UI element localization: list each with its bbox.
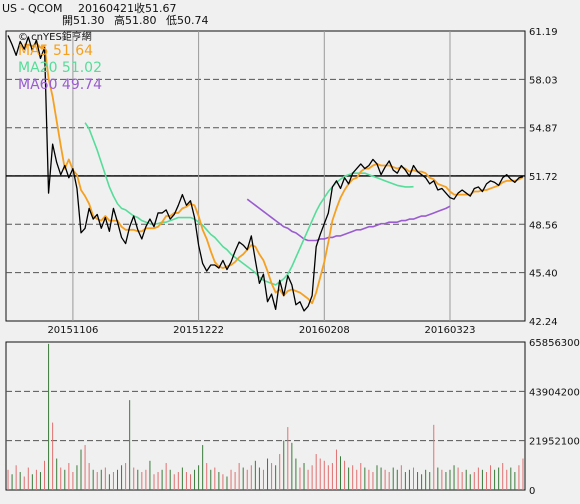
ma5-line — [24, 42, 524, 305]
date-axis: 20151106 20151222 20160208 20160323 — [47, 325, 475, 336]
price-tick-label: 48.56 — [529, 220, 558, 231]
volume-axis: 65856300 43904200 21952100 0 — [529, 338, 580, 497]
price-tick-label: 42.24 — [529, 317, 558, 328]
date-tick-label: 20151106 — [47, 325, 98, 336]
header-symbol: US - QCOM — [2, 2, 62, 15]
date-tick-label: 20151222 — [173, 325, 224, 336]
price-tick-label: 61.19 — [529, 27, 558, 38]
legend-ma60: MA60 49.74 — [18, 77, 102, 93]
legend-ma5: MA5 51.64 — [18, 43, 93, 59]
price-lines — [7, 35, 524, 312]
volume-panel-frame — [5, 341, 526, 491]
ma60-line — [246, 198, 451, 242]
volume-grid — [6, 390, 525, 442]
legend-ma20: MA20 51.02 — [18, 60, 102, 76]
volume-tick-label: 43904200 — [529, 387, 580, 398]
header-open: 開51.30 — [62, 14, 105, 27]
volume-tick-label: 65856300 — [529, 338, 580, 349]
volume-bars — [7, 343, 524, 490]
price-axis: 61.19 58.03 54.87 51.72 48.56 45.40 42.24 — [529, 27, 558, 328]
price-tick-label: 58.03 — [529, 75, 558, 86]
header-close: 收51.67 — [134, 1, 177, 15]
header-low: 低50.74 — [166, 14, 209, 27]
watermark: © cnYES鉅亨網 — [18, 30, 92, 43]
price-grid — [6, 31, 525, 321]
price-tick-label: 54.87 — [529, 124, 558, 135]
volume-tick-label: 0 — [529, 486, 535, 497]
price-tick-label: 45.40 — [529, 269, 558, 280]
header-date: 20160421 — [78, 2, 134, 15]
date-tick-label: 20160208 — [299, 325, 350, 336]
price-tick-label: 51.72 — [529, 172, 558, 183]
header-high: 高51.80 — [114, 13, 157, 27]
volume-tick-label: 21952100 — [529, 437, 580, 448]
price-line — [7, 35, 524, 312]
date-tick-label: 20160323 — [425, 325, 476, 336]
